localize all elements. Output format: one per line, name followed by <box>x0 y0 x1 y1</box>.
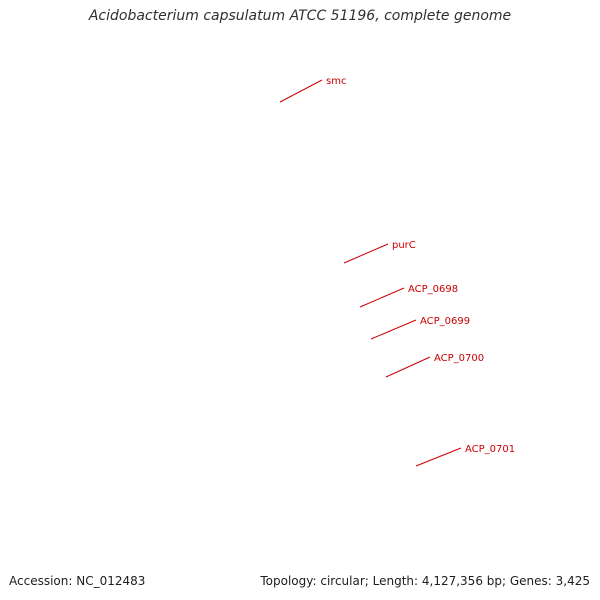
gene-label: ACP_0698 <box>408 284 458 295</box>
gene-leader-line <box>279 79 323 103</box>
gene-label: smc <box>326 76 346 87</box>
gene-label: ACP_0700 <box>434 353 484 364</box>
gene-leader-line <box>343 243 389 264</box>
gene-label: ACP_0699 <box>420 316 470 327</box>
gene-leader-line <box>385 356 431 378</box>
gene-label: purC <box>392 240 416 251</box>
gene-leader-line <box>370 319 417 340</box>
gene-leader-line <box>415 447 462 467</box>
gene-label: ACP_0701 <box>465 444 515 455</box>
summary-text: Topology: circular; Length: 4,127,356 bp… <box>260 574 590 588</box>
gene-leader-line <box>359 287 405 308</box>
accession-text: Accession: NC_012483 <box>9 574 146 588</box>
map-title: Acidobacterium capsulatum ATCC 51196, co… <box>88 8 512 24</box>
